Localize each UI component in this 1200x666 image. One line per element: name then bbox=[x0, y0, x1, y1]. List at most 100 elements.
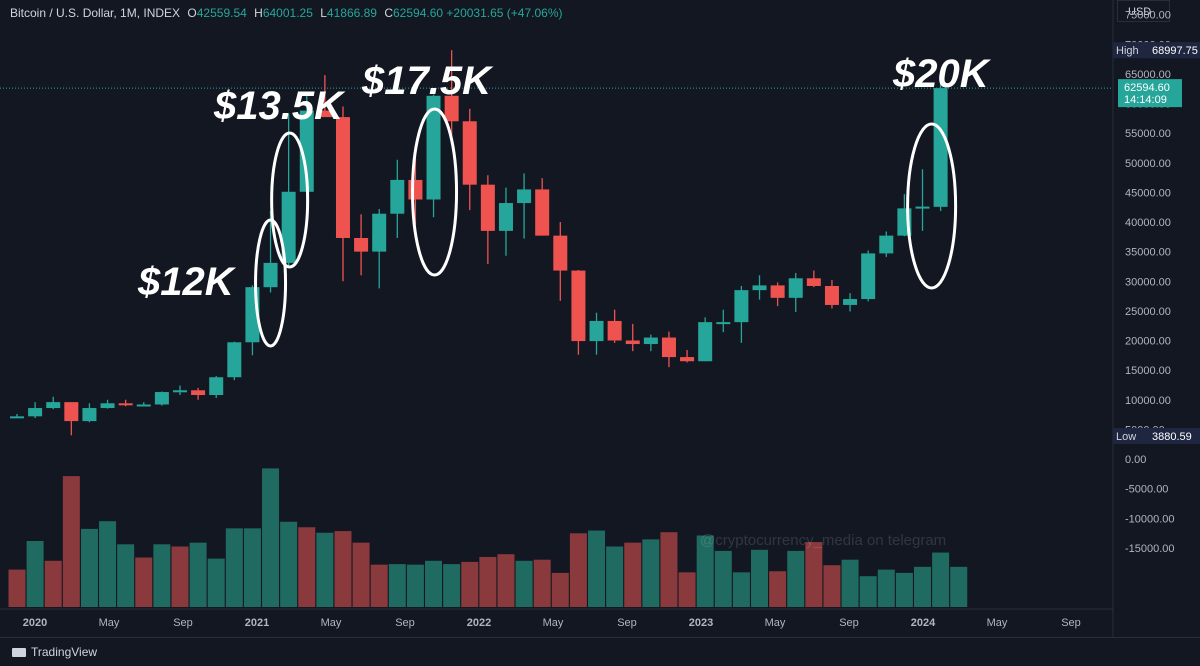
volume-bar bbox=[370, 564, 388, 607]
high-tag-box bbox=[1148, 42, 1200, 59]
candle-body bbox=[861, 253, 876, 300]
volume-bar bbox=[787, 550, 805, 607]
candle-body bbox=[372, 213, 387, 252]
volume-bar bbox=[932, 552, 950, 607]
x-tick-label: May bbox=[987, 617, 1008, 629]
volume-bar bbox=[171, 546, 189, 607]
candle-body bbox=[317, 110, 332, 118]
symbol-title: Bitcoin / U.S. Dollar, 1M, INDEX bbox=[10, 6, 181, 20]
volume-bar bbox=[479, 556, 497, 607]
candle-body bbox=[227, 342, 242, 378]
x-tick-label: 2023 bbox=[689, 617, 713, 629]
candle-body bbox=[625, 340, 640, 345]
candle-body bbox=[28, 408, 43, 417]
volume-bar bbox=[334, 531, 352, 607]
close-label: C bbox=[384, 6, 393, 20]
volume-bar bbox=[298, 527, 316, 607]
candle-body bbox=[517, 189, 532, 204]
volume-bar bbox=[841, 559, 859, 607]
candle-body bbox=[915, 206, 930, 209]
highlight-ellipse bbox=[254, 218, 288, 348]
tradingview-logo[interactable]: TradingView bbox=[12, 645, 97, 659]
candle-body bbox=[390, 179, 405, 214]
volume-bar bbox=[732, 572, 750, 607]
y-tick-label: 25000.00 bbox=[1125, 306, 1171, 318]
volume-bar bbox=[225, 528, 243, 607]
volume-bar bbox=[751, 549, 769, 607]
volume-bar bbox=[153, 544, 171, 607]
volume-bar bbox=[207, 558, 225, 607]
candle-body bbox=[698, 322, 713, 362]
volume-bar bbox=[44, 560, 62, 607]
y-tick-label: -10000.00 bbox=[1125, 513, 1175, 525]
candle-body bbox=[788, 278, 803, 298]
candle-body bbox=[154, 392, 169, 405]
candle-body bbox=[100, 403, 115, 409]
volume-bar bbox=[642, 539, 660, 607]
volume-bar bbox=[823, 565, 841, 607]
low-tag-value: 3880.59 bbox=[1152, 431, 1192, 443]
volume-bar bbox=[895, 572, 913, 607]
open-value: 42559.54 bbox=[196, 6, 247, 20]
candle-body bbox=[571, 270, 586, 342]
candle-body bbox=[354, 237, 369, 252]
volume-bar bbox=[280, 521, 298, 607]
x-tick-label: May bbox=[321, 617, 342, 629]
candle-body bbox=[553, 235, 568, 271]
y-tick-label: -15000.00 bbox=[1125, 543, 1175, 555]
volume-bar bbox=[606, 546, 624, 607]
candle-body bbox=[299, 110, 314, 192]
candle-body bbox=[480, 184, 495, 231]
volume-bar bbox=[515, 560, 533, 607]
x-tick-label: May bbox=[99, 617, 120, 629]
volume-bar bbox=[805, 542, 823, 607]
low-label: L bbox=[320, 6, 327, 20]
candle-body bbox=[734, 290, 749, 323]
volume-bar bbox=[569, 533, 587, 607]
x-tick-label: May bbox=[543, 617, 564, 629]
candle-body bbox=[444, 95, 459, 122]
low-value: 41866.89 bbox=[326, 6, 377, 20]
low-tag-label: Low bbox=[1116, 431, 1136, 443]
candle-body bbox=[879, 235, 894, 254]
last-price-value: 62594.60 bbox=[1124, 82, 1170, 94]
candle-body bbox=[172, 390, 187, 393]
candle-body bbox=[136, 404, 151, 407]
annotation-label: $20K bbox=[892, 52, 992, 96]
y-tick-label: 45000.00 bbox=[1125, 187, 1171, 199]
y-tick-label: 75000.00 bbox=[1125, 10, 1171, 22]
candle-body bbox=[824, 285, 839, 305]
countdown-value: 14:14:09 bbox=[1124, 94, 1167, 106]
volume-bar bbox=[316, 532, 334, 607]
candle-body bbox=[209, 377, 224, 396]
x-tick-label: 2022 bbox=[467, 617, 491, 629]
x-tick-label: Sep bbox=[617, 617, 637, 629]
footer-bar: TradingView bbox=[0, 637, 1200, 666]
annotation-label: $13.5K bbox=[213, 84, 346, 128]
candle-body bbox=[498, 203, 513, 231]
volume-bar bbox=[189, 542, 207, 607]
x-tick-label: Sep bbox=[395, 617, 415, 629]
annotation-label: $12K bbox=[137, 260, 237, 304]
y-tick-label: 55000.00 bbox=[1125, 128, 1171, 140]
y-tick-label: 65000.00 bbox=[1125, 69, 1171, 81]
high-tag-value: 68997.75 bbox=[1152, 45, 1198, 57]
volume-bar bbox=[678, 572, 696, 607]
candlestick-chart[interactable]: @cryptocurrency_media on telegram $12K $13… bbox=[0, 0, 1200, 637]
last-price-box bbox=[1118, 79, 1182, 108]
candle-body bbox=[118, 403, 133, 406]
candle-body bbox=[716, 322, 731, 325]
candle-body bbox=[82, 408, 97, 422]
candle-body bbox=[589, 320, 604, 342]
volume-bar bbox=[243, 528, 261, 607]
candle-body bbox=[752, 285, 767, 291]
candle-body bbox=[661, 337, 676, 358]
x-tick-label: Sep bbox=[839, 617, 859, 629]
high-tag-label: High bbox=[1116, 45, 1139, 57]
currency-button[interactable]: USD bbox=[1117, 0, 1170, 22]
candle-body bbox=[933, 88, 948, 207]
volume-bar bbox=[714, 550, 732, 607]
candle-body bbox=[607, 320, 622, 341]
highlight-ellipse bbox=[906, 122, 958, 290]
volume-bar bbox=[660, 532, 678, 607]
